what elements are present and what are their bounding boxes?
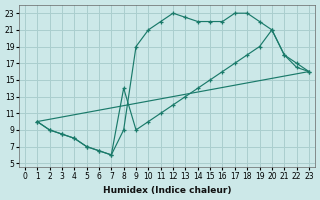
X-axis label: Humidex (Indice chaleur): Humidex (Indice chaleur) [103,186,231,195]
